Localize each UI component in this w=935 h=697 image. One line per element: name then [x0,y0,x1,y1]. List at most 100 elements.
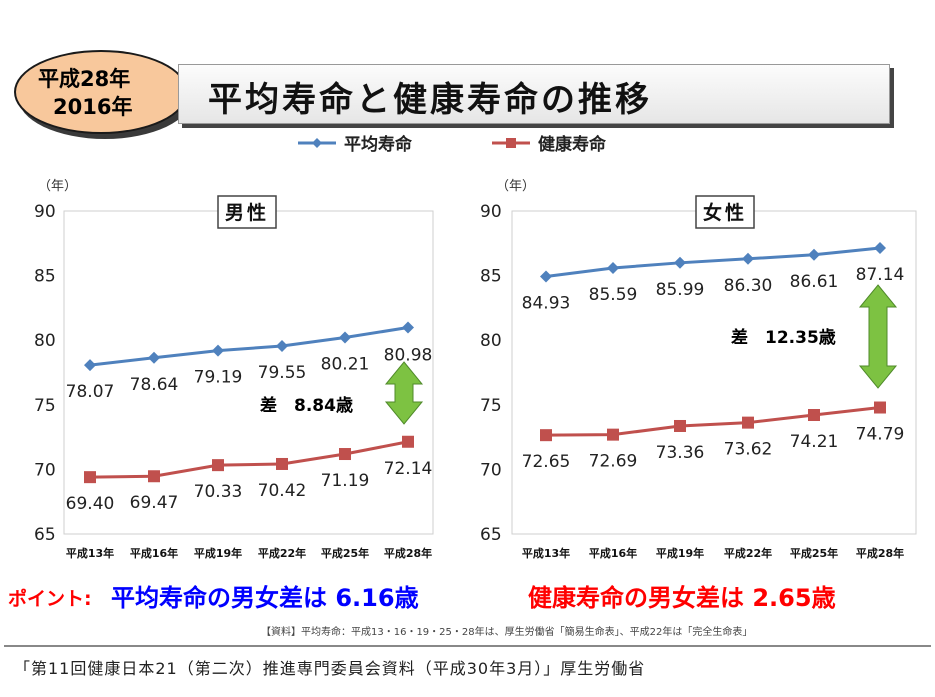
data-point-female-healthy-life-2 [674,419,686,432]
data-label-male-avg-life-3: 79.55 [258,363,307,383]
y-tick-label-male-70: 70 [34,460,56,480]
data-label-male-healthy-life-2: 70.33 [194,482,243,502]
data-label-male-healthy-life-1: 69.47 [130,493,179,513]
year-badge [14,50,188,134]
data-point-male-avg-life-3 [276,340,288,353]
data-label-female-avg-life-3: 86.30 [724,276,773,296]
x-tick-label-male-3: 平成22年 [258,546,306,560]
data-label-female-healthy-life-0: 72.65 [522,452,571,472]
data-point-female-healthy-life-5 [874,401,886,414]
x-tick-label-female-3: 平成22年 [724,546,772,560]
data-label-female-avg-life-1: 85.59 [589,285,638,305]
gap-arrow-female [858,284,898,389]
data-point-female-healthy-life-1 [607,428,619,441]
y-axis-unit-female: （年） [496,179,535,194]
data-point-female-avg-life-1 [607,261,619,274]
y-tick-label-female-70: 70 [480,460,502,480]
data-point-female-avg-life-4 [808,248,820,261]
panel-title-male: 男性 [225,201,269,224]
legend-label-healthy-life: 健康寿命 [538,134,607,155]
x-tick-label-female-2: 平成19年 [656,546,704,560]
data-point-female-avg-life-3 [742,252,754,265]
data-label-female-healthy-life-5: 74.79 [856,425,905,445]
data-label-male-avg-life-4: 80.21 [321,354,370,374]
y-tick-label-female-90: 90 [480,202,502,222]
data-label-male-avg-life-0: 78.07 [66,382,115,402]
x-tick-label-female-0: 平成13年 [522,546,570,560]
y-axis-unit-male: （年） [38,179,77,194]
gap-annotation-female: 差 12.35歳 [731,327,836,348]
y-tick-label-male-75: 75 [34,396,56,416]
legend-marker-avg-life [312,138,322,148]
footer-citation: 「第11回健康日本21（第二次）推進専門委員会資料（平成30年3月）」厚生労働省 [14,659,646,678]
panel-title-female: 女性 [703,201,747,224]
data-label-male-avg-life-1: 78.64 [130,375,179,395]
panel-title-box-female [695,195,755,229]
y-tick-label-male-85: 85 [34,267,56,287]
y-tick-label-female-65: 65 [480,525,502,545]
data-label-male-healthy-life-0: 69.40 [66,494,115,514]
series-line-female-avg-life [545,246,881,278]
panel-title-box-male [217,195,277,229]
data-point-female-avg-life-5 [874,241,886,254]
data-point-male-healthy-life-2 [212,459,224,472]
data-label-female-avg-life-4: 86.61 [790,272,839,292]
legend-marker-healthy-life [506,138,516,148]
title-bar [178,64,890,124]
y-tick-label-male-80: 80 [34,331,56,351]
gap-arrow-male [384,361,424,425]
data-point-male-avg-life-0 [84,359,96,372]
footer-divider [4,645,931,647]
page-title: 平均寿命と健康寿命の推移 [208,80,652,120]
x-tick-label-male-5: 平成28年 [384,546,432,560]
data-label-male-avg-life-5: 80.98 [384,346,433,366]
x-tick-label-male-1: 平成16年 [130,546,178,560]
x-tick-label-male-2: 平成19年 [194,546,242,560]
x-tick-label-female-1: 平成16年 [589,546,637,560]
data-label-female-avg-life-2: 85.99 [656,280,705,300]
data-label-male-healthy-life-3: 70.42 [258,481,307,501]
data-label-female-healthy-life-1: 72.69 [589,452,638,472]
gap-annotation-male: 差 8.84歳 [260,395,353,416]
data-label-female-healthy-life-3: 73.62 [724,440,773,460]
x-tick-label-female-4: 平成25年 [790,546,838,560]
data-point-male-healthy-life-3 [276,457,288,470]
data-point-female-healthy-life-4 [808,409,820,422]
legend-label-avg-life: 平均寿命 [344,134,413,155]
point-text-avg-life: 平均寿命の男女差は 6.16歳 [111,584,419,612]
y-tick-label-male-90: 90 [34,202,56,222]
data-point-female-healthy-life-3 [742,416,754,429]
data-label-male-healthy-life-4: 71.19 [321,471,370,491]
data-point-male-healthy-life-1 [148,470,160,483]
badge-year-heisei: 平成28年 [38,67,131,91]
data-label-female-healthy-life-4: 74.21 [790,432,839,452]
data-point-female-avg-life-0 [540,270,552,283]
data-point-male-avg-life-2 [212,344,224,357]
badge-year-western: 2016年 [53,95,133,119]
data-point-male-healthy-life-0 [84,471,96,484]
chart-area: 平均寿命 健康寿命 （年） 65 70 75 80 85 90 平成13年 平成16年 平成19年 平成… [8,134,917,638]
data-point-female-avg-life-2 [674,256,686,269]
data-label-female-avg-life-0: 84.93 [522,294,571,314]
y-tick-label-female-75: 75 [480,396,502,416]
x-tick-label-male-4: 平成25年 [321,546,369,560]
x-tick-label-female-5: 平成28年 [856,546,904,560]
series-line-male-avg-life [89,326,409,367]
point-text-healthy-life: 健康寿命の男女差は 2.65歳 [528,584,836,612]
data-label-male-avg-life-2: 79.19 [194,368,243,388]
data-point-male-avg-life-1 [148,351,160,364]
data-label-female-avg-life-5: 87.14 [856,265,905,285]
data-point-male-avg-life-5 [402,321,414,334]
y-tick-label-male-65: 65 [34,525,56,545]
data-point-male-healthy-life-5 [402,435,414,448]
data-point-female-healthy-life-0 [540,429,552,442]
series-line-male-healthy-life [89,440,409,479]
data-label-male-healthy-life-5: 72.14 [384,459,433,479]
data-point-male-healthy-life-4 [339,448,351,461]
series-line-female-healthy-life [545,406,881,437]
x-tick-label-male-0: 平成13年 [66,546,114,560]
y-tick-label-female-85: 85 [480,267,502,287]
y-tick-label-female-80: 80 [480,331,502,351]
source-note: 【資料】平均寿命：平成13・16・19・25・28年は、厚生労働省「簡易生命表」… [261,625,752,638]
point-label: ポイント: [8,587,92,610]
